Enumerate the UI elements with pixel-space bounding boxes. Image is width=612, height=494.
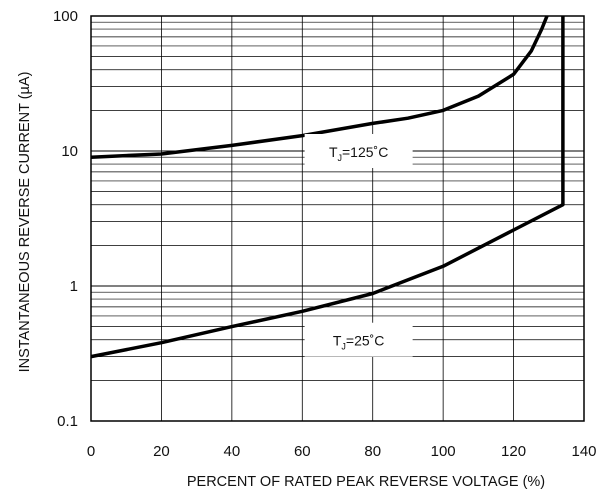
x-tick-label: 0 [87, 443, 95, 460]
y-tick-label: 1 [70, 278, 78, 295]
chart-annotations: TJ=125˚C TJ=25˚C [304, 134, 413, 357]
y-tick-label: 10 [61, 143, 78, 160]
x-tick-label: 80 [364, 443, 381, 460]
series-line-1 [90, 15, 549, 159]
y-tick-labels: 0.1 1 10 100 [53, 8, 78, 430]
annotation-bg-2 [304, 322, 413, 357]
x-tick-labels: 0 20 40 60 80 100 120 140 [87, 443, 597, 460]
x-tick-label: 20 [153, 443, 170, 460]
y-tick-label: 0.1 [57, 413, 78, 430]
annotation-bg-1 [304, 134, 413, 168]
plot-frame [90, 15, 585, 422]
plot-border [90, 15, 585, 422]
x-tick-label: 40 [224, 443, 241, 460]
x-tick-label: 140 [571, 443, 596, 460]
x-axis-label: PERCENT OF RATED PEAK REVERSE VOLTAGE (%… [187, 474, 545, 490]
series-line-2 [90, 16, 565, 359]
y-axis-label: INSTANTANEOUS REVERSE CURRENT (µA) [17, 72, 33, 373]
y-tick-label: 100 [53, 8, 78, 25]
x-tick-label: 60 [294, 443, 311, 460]
chart-series [90, 15, 565, 359]
annotation-label-2: TJ=25˚C [333, 333, 385, 352]
x-tick-label: 100 [431, 443, 456, 460]
x-tick-label: 120 [501, 443, 526, 460]
annotation-label-1: TJ=125˚C [329, 144, 388, 163]
